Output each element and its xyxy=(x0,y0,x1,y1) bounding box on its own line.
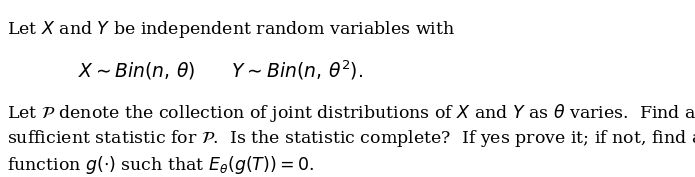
Text: Let $X$ and $Y$ be independent random variables with: Let $X$ and $Y$ be independent random va… xyxy=(7,19,455,41)
Text: sufficient statistic for $\mathcal{P}$.  Is the statistic complete?  If yes prov: sufficient statistic for $\mathcal{P}$. … xyxy=(7,128,695,149)
Text: function $g(\cdot)$ such that $E_\theta(g(T)) = 0$.: function $g(\cdot)$ such that $E_\theta(… xyxy=(7,154,314,176)
Text: $X \sim Bin(n,\, \theta) \qquad Y \sim Bin(n,\, \theta^2).$: $X \sim Bin(n,\, \theta) \qquad Y \sim B… xyxy=(78,59,363,82)
Text: Let $\mathcal{P}$ denote the collection of joint distributions of $X$ and $Y$ as: Let $\mathcal{P}$ denote the collection … xyxy=(7,102,695,124)
